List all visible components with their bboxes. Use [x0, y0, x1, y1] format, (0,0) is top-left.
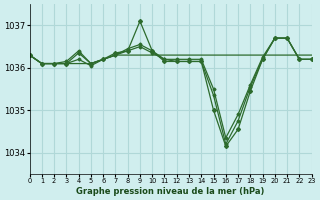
X-axis label: Graphe pression niveau de la mer (hPa): Graphe pression niveau de la mer (hPa) [76, 187, 265, 196]
